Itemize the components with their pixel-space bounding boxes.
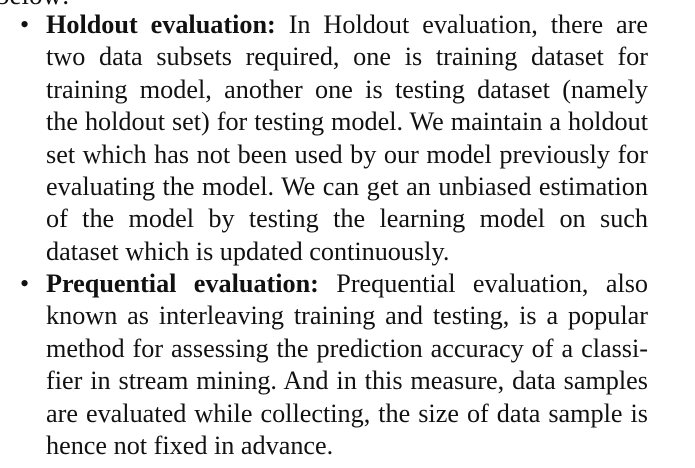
item-text: Prequential evaluation, also <box>336 269 649 298</box>
item-text: In Holdout evaluation, there are <box>288 10 649 39</box>
previous-text-fragment: below: <box>0 0 695 8</box>
text-line: fier in stream mining. And in this measu… <box>46 366 648 396</box>
bullet-dot-icon: • <box>20 10 30 39</box>
text-line: of the model by testing the learning mod… <box>46 204 648 234</box>
text-line: evaluating the model. We can get an unbi… <box>46 172 648 201</box>
text-line: dataset which is updated continuously. <box>46 236 450 266</box>
text-line: method for assessing the prediction accu… <box>46 333 648 363</box>
text-line: Prequential evaluation: Prequential eval… <box>46 268 648 300</box>
text-line: two data subsets required, one is traini… <box>46 42 648 72</box>
item-heading: Prequential evaluation: <box>46 269 319 298</box>
bullet-dot-icon: • <box>20 269 30 298</box>
text-line: hence not fixed in advance. <box>46 431 334 460</box>
item-heading: Holdout evaluation: <box>46 10 276 39</box>
text-line: are evaluated while collecting, the size… <box>46 398 648 428</box>
previous-text-line: below: <box>0 0 70 8</box>
text-line: known as interleaving training and testi… <box>46 301 648 331</box>
text-line: set which has not been used by our model… <box>46 139 648 169</box>
text-line: the holdout set) for testing model. We m… <box>46 107 648 137</box>
text-line: Holdout evaluation: In Holdout evaluatio… <box>46 9 648 41</box>
text-line: training model, another one is testing d… <box>46 74 648 104</box>
